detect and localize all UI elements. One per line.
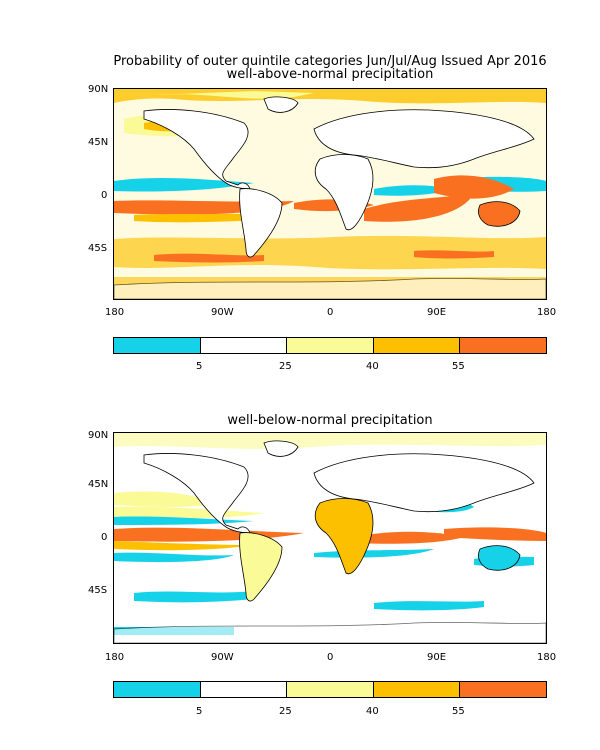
- map-2-panel: [113, 432, 547, 644]
- map-2-field: [114, 433, 546, 643]
- map-2-x-tick-90e: 90E: [427, 652, 447, 663]
- map-1-x-tick-90e: 90E: [427, 307, 447, 318]
- map-2-colorbar-label-55: 55: [452, 706, 465, 717]
- map-1-x-tick-180w: 180: [105, 307, 125, 318]
- map-1-colorbar-bin-2: [199, 338, 287, 353]
- map-2-y-tick-eq: 0: [101, 532, 108, 543]
- map-2-colorbar-bin-5: [459, 682, 546, 697]
- map-2-y-tick-90n: 90N: [88, 430, 109, 441]
- map-1-colorbar-bin-3: [286, 338, 373, 353]
- map-2-colorbar-bin-3: [286, 682, 373, 697]
- map-1-colorbar-label-5: 5: [196, 361, 203, 372]
- map-1-panel: [113, 88, 547, 300]
- map-2-colorbar-bin-1: [114, 682, 200, 697]
- map-1-x-tick-180e: 180: [537, 307, 557, 318]
- map-1-colorbar-bin-5: [459, 338, 546, 353]
- map-2-colorbar-bin-4: [372, 682, 460, 697]
- map-2-y-tick-45n: 45N: [88, 479, 109, 490]
- map-1-colorbar-bin-4: [372, 338, 460, 353]
- map-2-colorbar-label-5: 5: [196, 706, 203, 717]
- map-1-y-tick-45n: 45N: [88, 137, 109, 148]
- map-2-x-tick-180e: 180: [537, 652, 557, 663]
- map-1-field: [114, 89, 546, 299]
- map-1-colorbar: [113, 337, 547, 354]
- map-2-subtitle: well-below-normal precipitation: [227, 413, 433, 428]
- map-1-x-tick-90w: 90W: [211, 307, 234, 318]
- map-1-subtitle: well-above-normal precipitation: [226, 67, 434, 82]
- map-1-y-tick-eq: 0: [101, 190, 108, 201]
- map-1-colorbar-label-55: 55: [452, 361, 465, 372]
- map-1-colorbar-bin-1: [114, 338, 200, 353]
- map-2-x-tick-0: 0: [327, 652, 334, 663]
- map-2-colorbar: [113, 681, 547, 698]
- map-1-colorbar-label-25: 25: [279, 361, 292, 372]
- figure-title: Probability of outer quintile categories…: [113, 54, 547, 69]
- map-2-x-tick-90w: 90W: [211, 652, 234, 663]
- map-1-x-tick-0: 0: [327, 307, 334, 318]
- map-2-colorbar-bin-2: [199, 682, 287, 697]
- map-1-y-tick-90n: 90N: [88, 84, 109, 95]
- map-2-x-tick-180w: 180: [105, 652, 125, 663]
- map-2-colorbar-label-40: 40: [366, 706, 379, 717]
- map-2-y-tick-45s: 45S: [88, 585, 108, 596]
- map-1-colorbar-label-40: 40: [366, 361, 379, 372]
- map-2-colorbar-label-25: 25: [279, 706, 292, 717]
- map-1-y-tick-45s: 45S: [88, 243, 108, 254]
